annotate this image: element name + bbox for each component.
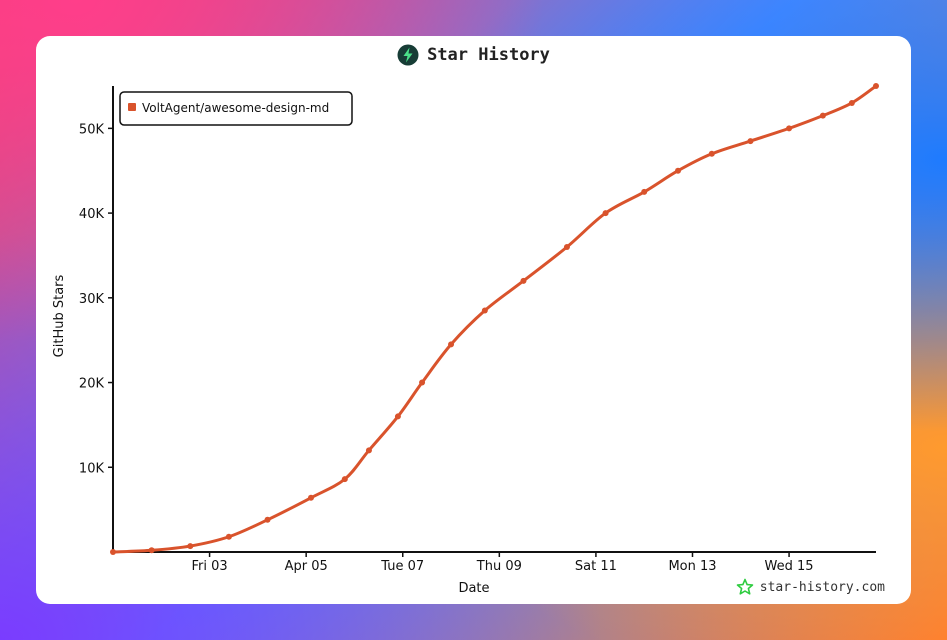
data-point [225,533,232,540]
y-tick-label: 40K [79,207,105,222]
x-tick-label: Mon 13 [668,559,716,574]
data-point [819,112,826,119]
x-tick-label: Sat 11 [575,559,617,574]
star-icon [736,578,754,595]
x-tick-label: Fri 03 [191,559,227,574]
legend-box [119,91,353,126]
series-line [111,84,878,554]
x-axis-label: Date [458,581,489,596]
x-tick-label: Wed 15 [765,559,814,574]
legend-swatch [128,103,136,111]
data-point [520,277,527,284]
chart-card: Star History 10K 20K 30K 40K 50K Fri 03 Apr 0… [36,36,911,604]
data-point [148,547,155,554]
x-tick-label: Apr 05 [285,559,328,574]
lightning-bolt-icon [397,44,419,66]
y-tick-label: 50K [79,122,105,137]
data-point [786,125,793,132]
data-point [394,413,401,420]
chart-title: Star History [427,45,550,65]
data-point [341,476,348,483]
x-tick-label: Tue 07 [380,559,424,574]
data-point [448,341,455,348]
star-history-chart: 10K 20K 30K 40K 50K Fri 03 Apr 05 Tue 07 Thu 09… [52,83,879,596]
y-tick-label: 20K [79,377,105,392]
data-point [602,210,609,217]
data-point [641,188,648,195]
data-point [481,307,488,314]
data-point [563,243,570,250]
chart-header: Star History [36,40,911,70]
data-point [365,447,372,454]
watermark: star-history.com [736,578,885,596]
y-axis-label: GitHub Stars [52,274,67,357]
data-point [675,167,682,174]
y-tick-label: 10K [79,461,105,476]
x-tick-label: Thu 09 [476,559,522,574]
data-point [110,549,116,555]
data-point [307,494,314,501]
data-point [708,150,715,157]
data-point [747,138,754,145]
y-tick-label: 30K [79,292,105,307]
watermark-text: star-history.com [759,579,885,595]
data-point [264,516,271,523]
data-point [873,83,879,89]
data-point [419,379,426,386]
data-point [848,99,855,106]
legend: VoltAgent/awesome-design-md [119,91,353,126]
legend-label: VoltAgent/awesome-design-md [142,101,329,115]
data-point [187,543,194,550]
